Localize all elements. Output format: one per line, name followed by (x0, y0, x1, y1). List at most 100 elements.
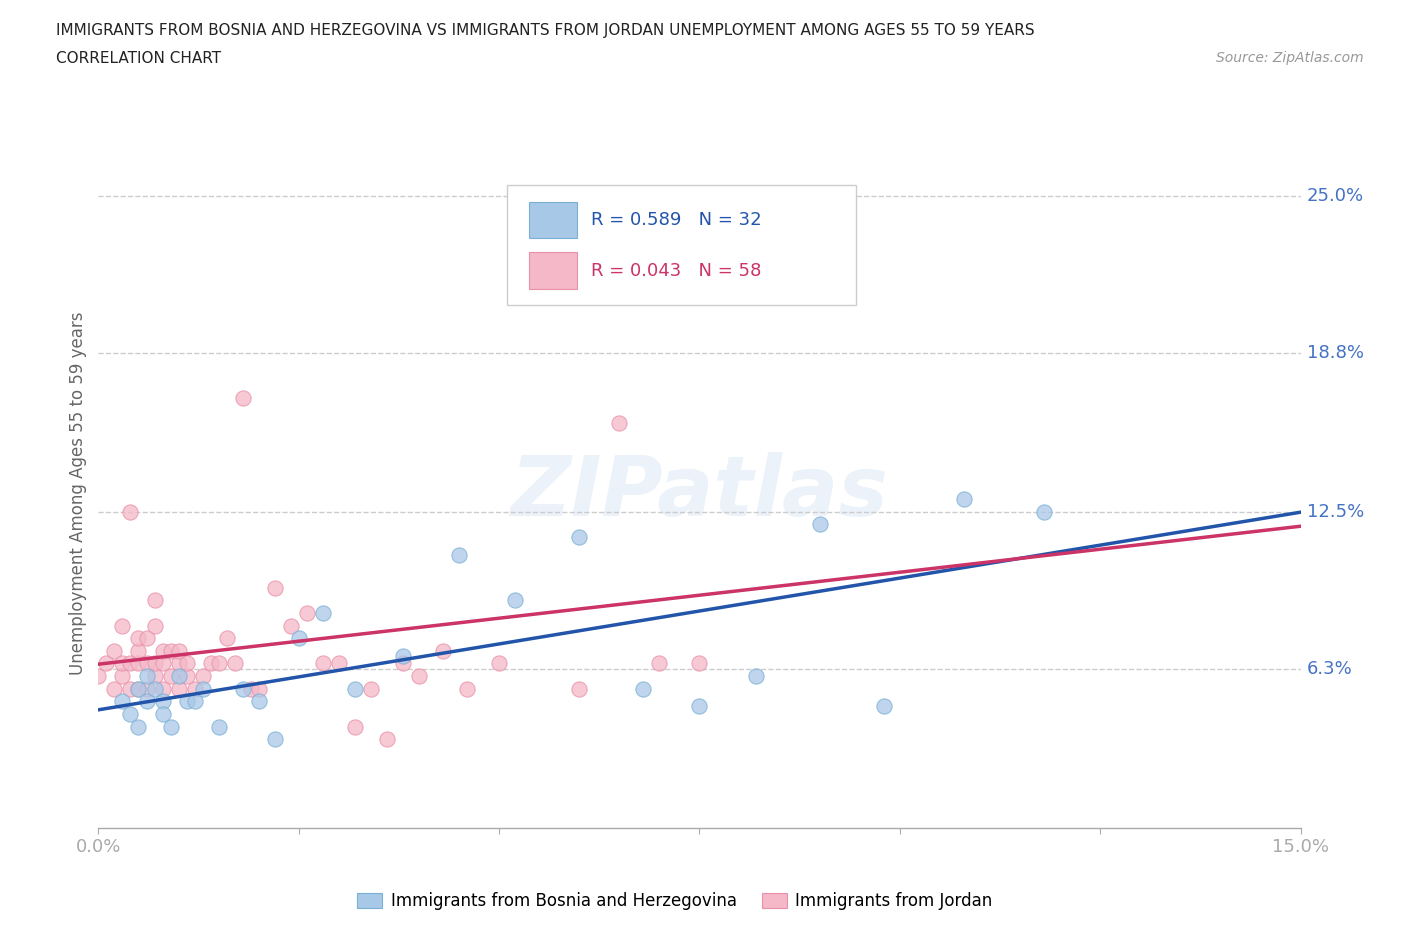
Text: 18.8%: 18.8% (1306, 344, 1364, 362)
Text: Source: ZipAtlas.com: Source: ZipAtlas.com (1216, 51, 1364, 65)
Point (176, 656, 198, 671)
Point (135, 631, 157, 645)
Legend: Immigrants from Bosnia and Herzegovina, Immigrants from Jordan: Immigrants from Bosnia and Herzegovina, … (350, 885, 1000, 917)
Point (488, 656, 510, 671)
Point (208, 719, 231, 734)
Point (688, 656, 710, 671)
Point (263, 580, 285, 595)
Point (159, 669, 181, 684)
Point (159, 719, 181, 734)
Point (239, 682, 262, 697)
Text: 6.3%: 6.3% (1306, 659, 1353, 678)
Point (143, 592, 166, 607)
Point (103, 644, 125, 658)
Point (152, 707, 174, 722)
Point (120, 504, 142, 519)
Point (143, 669, 166, 684)
Point (128, 682, 150, 697)
Point (312, 656, 335, 671)
Point (568, 682, 591, 697)
Point (432, 644, 454, 658)
Point (873, 699, 896, 714)
Y-axis label: Unemployment Among Ages 55 to 59 years: Unemployment Among Ages 55 to 59 years (69, 312, 87, 674)
Point (96, 656, 118, 671)
Point (808, 517, 831, 532)
Text: 25.0%: 25.0% (1306, 187, 1364, 205)
Point (111, 694, 134, 709)
Point (343, 719, 366, 734)
Point (167, 682, 190, 697)
Point (111, 656, 134, 671)
Point (128, 656, 150, 671)
Point (167, 669, 190, 684)
Point (609, 416, 631, 431)
Point (200, 656, 222, 671)
Point (312, 605, 335, 620)
Point (247, 694, 270, 709)
Point (128, 644, 150, 658)
Point (215, 631, 238, 645)
Point (135, 669, 157, 684)
Point (343, 682, 366, 697)
Point (183, 694, 205, 709)
Point (183, 682, 205, 697)
FancyBboxPatch shape (529, 202, 576, 238)
Point (328, 656, 350, 671)
Point (408, 669, 430, 684)
Point (120, 707, 142, 722)
Point (1033, 504, 1056, 519)
Point (224, 656, 246, 671)
Point (392, 656, 415, 671)
Point (143, 682, 166, 697)
Text: 12.5%: 12.5% (1306, 503, 1364, 521)
Point (633, 682, 655, 697)
Text: IMMIGRANTS FROM BOSNIA AND HERZEGOVINA VS IMMIGRANTS FROM JORDAN UNEMPLOYMENT AM: IMMIGRANTS FROM BOSNIA AND HERZEGOVINA V… (56, 23, 1035, 38)
Point (159, 644, 181, 658)
Point (152, 694, 174, 709)
Point (111, 618, 134, 633)
Point (128, 719, 150, 734)
Point (176, 694, 198, 709)
Point (447, 548, 470, 563)
Point (111, 669, 134, 684)
Text: CORRELATION CHART: CORRELATION CHART (56, 51, 221, 66)
Point (128, 682, 150, 697)
Point (295, 605, 318, 620)
Point (456, 682, 478, 697)
Point (143, 618, 166, 633)
Point (152, 656, 174, 671)
Point (375, 732, 398, 747)
Text: R = 0.043   N = 58: R = 0.043 N = 58 (592, 261, 762, 280)
Point (120, 656, 142, 671)
Point (529, 264, 551, 279)
Point (392, 648, 415, 663)
Point (232, 682, 254, 697)
Point (143, 656, 166, 671)
Point (176, 669, 198, 684)
Point (167, 656, 190, 671)
Text: R = 0.589   N = 32: R = 0.589 N = 32 (592, 211, 762, 230)
Text: ZIPatlas: ZIPatlas (510, 452, 889, 534)
Point (263, 732, 285, 747)
Point (247, 682, 270, 697)
Point (360, 682, 382, 697)
Point (953, 492, 976, 507)
Point (232, 391, 254, 405)
Point (120, 682, 142, 697)
Point (568, 530, 591, 545)
Point (103, 682, 125, 697)
Point (288, 631, 311, 645)
Point (167, 644, 190, 658)
Point (128, 631, 150, 645)
Point (688, 699, 710, 714)
Point (135, 694, 157, 709)
Point (191, 682, 214, 697)
Point (280, 618, 302, 633)
Point (87, 669, 110, 684)
Point (503, 592, 526, 607)
Point (152, 682, 174, 697)
Point (191, 669, 214, 684)
Point (135, 682, 157, 697)
Point (135, 656, 157, 671)
Point (152, 644, 174, 658)
